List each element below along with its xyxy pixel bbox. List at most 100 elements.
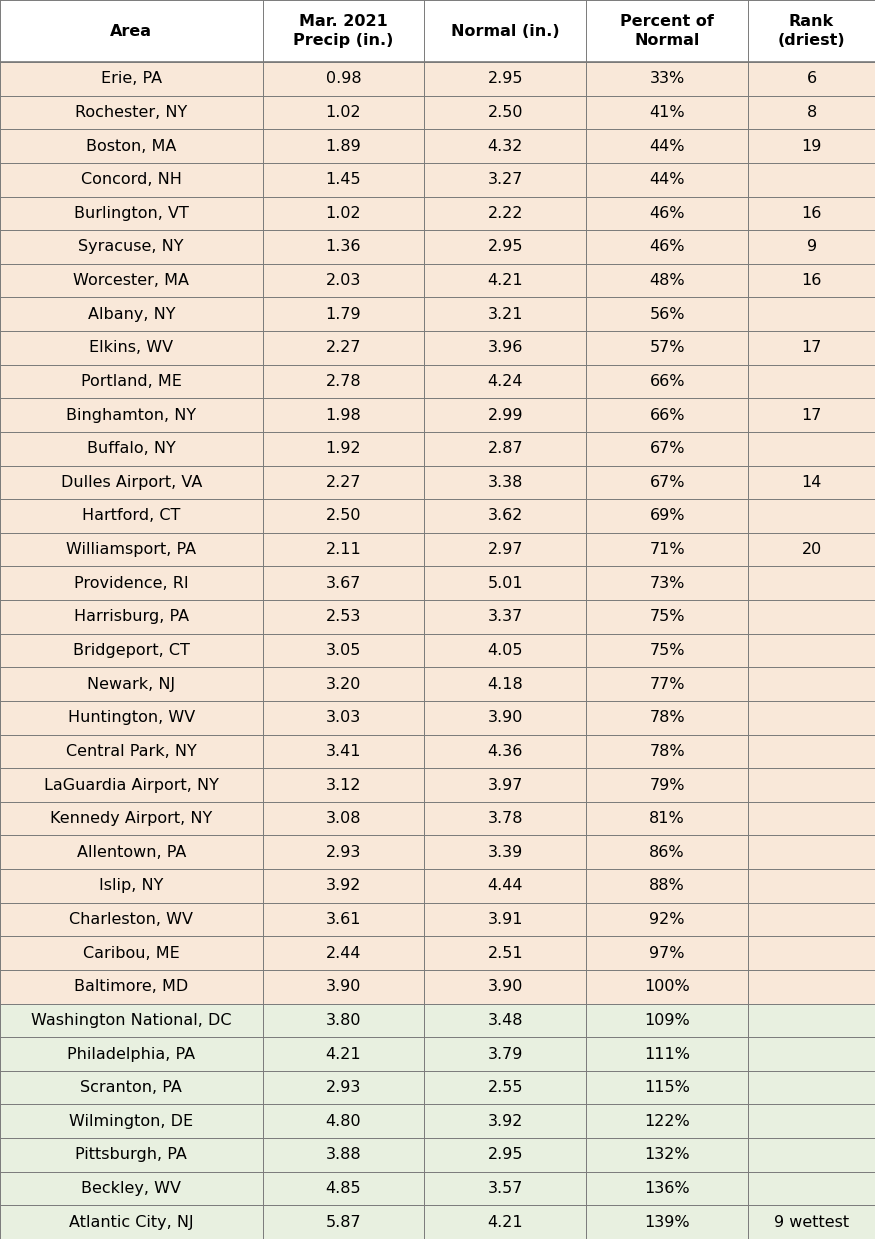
Text: 97%: 97% xyxy=(649,945,685,960)
Bar xyxy=(586,1037,748,1070)
Text: 3.62: 3.62 xyxy=(487,508,523,524)
Text: 3.12: 3.12 xyxy=(326,778,361,793)
Text: 78%: 78% xyxy=(649,710,685,725)
Text: 115%: 115% xyxy=(644,1080,690,1095)
Text: 3.03: 3.03 xyxy=(326,710,361,725)
Bar xyxy=(586,466,748,499)
Text: 111%: 111% xyxy=(644,1047,690,1062)
Bar xyxy=(0,331,262,364)
Text: 16: 16 xyxy=(802,273,822,289)
Text: 2.27: 2.27 xyxy=(326,475,361,489)
Text: Williamsport, PA: Williamsport, PA xyxy=(66,543,196,558)
Text: Kennedy Airport, NY: Kennedy Airport, NY xyxy=(50,812,213,826)
Text: 1.02: 1.02 xyxy=(326,105,361,120)
Text: Beckley, WV: Beckley, WV xyxy=(81,1181,181,1196)
Text: 67%: 67% xyxy=(649,441,685,456)
Text: 132%: 132% xyxy=(644,1147,690,1162)
Text: Percent of
Normal: Percent of Normal xyxy=(620,14,714,48)
Text: 33%: 33% xyxy=(649,72,685,87)
Bar xyxy=(748,835,875,869)
Text: Charleston, WV: Charleston, WV xyxy=(69,912,193,927)
Text: Elkins, WV: Elkins, WV xyxy=(89,341,173,356)
Bar xyxy=(424,1139,586,1172)
Bar xyxy=(586,970,748,1004)
Bar xyxy=(748,937,875,970)
Bar xyxy=(0,398,262,432)
Text: 3.97: 3.97 xyxy=(487,778,523,793)
Text: Caribou, ME: Caribou, ME xyxy=(83,945,179,960)
Text: 3.08: 3.08 xyxy=(326,812,361,826)
Text: 66%: 66% xyxy=(649,408,685,422)
Bar xyxy=(424,633,586,668)
Text: 3.20: 3.20 xyxy=(326,676,361,691)
Bar xyxy=(748,162,875,197)
Bar xyxy=(586,230,748,264)
Text: Boston, MA: Boston, MA xyxy=(86,139,177,154)
Bar xyxy=(748,1139,875,1172)
Text: 139%: 139% xyxy=(644,1214,690,1229)
Text: 3.92: 3.92 xyxy=(326,878,361,893)
Text: 3.90: 3.90 xyxy=(487,710,523,725)
Text: 75%: 75% xyxy=(649,610,685,624)
Text: 136%: 136% xyxy=(644,1181,690,1196)
Bar xyxy=(748,197,875,230)
Text: 4.36: 4.36 xyxy=(487,743,523,758)
Text: Central Park, NY: Central Park, NY xyxy=(66,743,197,758)
Bar xyxy=(586,129,748,162)
Text: 122%: 122% xyxy=(644,1114,690,1129)
Bar xyxy=(0,162,262,197)
Text: 2.95: 2.95 xyxy=(487,239,523,254)
Bar xyxy=(0,802,262,835)
Text: 77%: 77% xyxy=(649,676,685,691)
Bar xyxy=(424,297,586,331)
Text: 2.95: 2.95 xyxy=(487,1147,523,1162)
Bar xyxy=(424,1037,586,1070)
Text: Wilmington, DE: Wilmington, DE xyxy=(69,1114,193,1129)
Text: 4.21: 4.21 xyxy=(487,1214,523,1229)
Text: 4.21: 4.21 xyxy=(326,1047,361,1062)
Bar xyxy=(748,768,875,802)
Bar xyxy=(424,499,586,533)
Bar xyxy=(0,1172,262,1206)
Text: 3.39: 3.39 xyxy=(487,845,523,860)
Bar xyxy=(748,1037,875,1070)
Bar xyxy=(748,633,875,668)
Bar xyxy=(262,230,424,264)
Bar xyxy=(586,668,748,701)
Bar xyxy=(262,1037,424,1070)
Text: 3.88: 3.88 xyxy=(326,1147,361,1162)
Bar xyxy=(748,129,875,162)
Bar xyxy=(262,331,424,364)
Bar xyxy=(262,466,424,499)
Bar xyxy=(586,197,748,230)
Bar xyxy=(748,566,875,600)
Text: 3.79: 3.79 xyxy=(487,1047,523,1062)
Bar xyxy=(586,566,748,600)
Text: 2.87: 2.87 xyxy=(487,441,523,456)
Bar xyxy=(748,600,875,633)
Bar xyxy=(748,735,875,768)
Text: Normal (in.): Normal (in.) xyxy=(451,24,560,38)
Bar xyxy=(0,1139,262,1172)
Text: 2.99: 2.99 xyxy=(487,408,523,422)
Text: 78%: 78% xyxy=(649,743,685,758)
Bar xyxy=(424,129,586,162)
Text: Worcester, MA: Worcester, MA xyxy=(74,273,189,289)
Bar xyxy=(262,533,424,566)
Bar xyxy=(586,701,748,735)
Text: Rochester, NY: Rochester, NY xyxy=(75,105,187,120)
Bar xyxy=(424,903,586,937)
Text: Binghamton, NY: Binghamton, NY xyxy=(66,408,196,422)
Bar xyxy=(586,499,748,533)
Text: Harrisburg, PA: Harrisburg, PA xyxy=(74,610,189,624)
Text: 41%: 41% xyxy=(649,105,685,120)
Bar xyxy=(0,62,262,95)
Bar xyxy=(586,1104,748,1139)
Bar xyxy=(0,95,262,129)
Bar xyxy=(586,1070,748,1104)
Text: 3.27: 3.27 xyxy=(487,172,523,187)
Bar xyxy=(586,95,748,129)
Text: 2.95: 2.95 xyxy=(487,72,523,87)
Text: 3.90: 3.90 xyxy=(326,979,361,994)
Bar xyxy=(262,398,424,432)
